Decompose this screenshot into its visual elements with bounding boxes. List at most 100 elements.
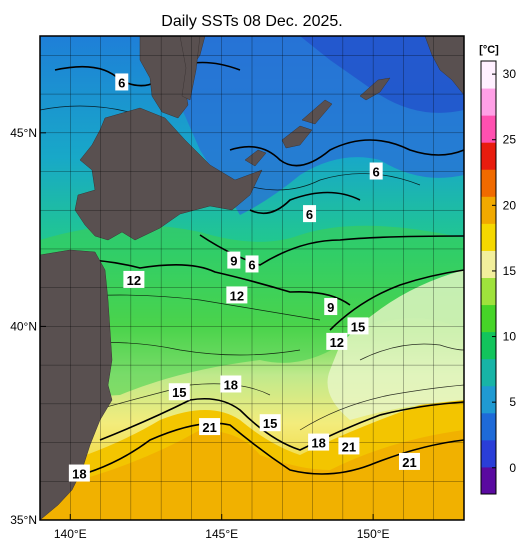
kamchatka-land <box>424 36 464 96</box>
colorbar-swatch <box>481 142 496 170</box>
contour-label-box <box>324 298 338 316</box>
contour-label-text: 6 <box>118 75 125 90</box>
colorbar-swatch <box>481 412 496 441</box>
contour-label-text: 18 <box>224 377 238 392</box>
colorbar-tick-label: 25 <box>503 133 517 147</box>
contour-label-text: 6 <box>306 207 313 222</box>
map-axis-ticks: 140°E 145°E 150°E 35°N 40°N 45°N <box>10 126 389 541</box>
contour-label-box <box>199 418 221 436</box>
lon-tick-label: 140°E <box>54 527 87 541</box>
contour-label: 15 <box>347 317 369 335</box>
graticule <box>40 36 464 520</box>
colorbar-swatch <box>481 385 496 414</box>
contour-label-box <box>259 414 281 432</box>
contour-label-text: 21 <box>342 439 356 454</box>
kuril-island-4 <box>359 77 391 101</box>
colorbar-swatch <box>481 61 496 89</box>
major-contours <box>40 61 464 481</box>
contour-label-text: 9 <box>327 300 334 315</box>
colorbar-tick-label: 5 <box>509 395 516 409</box>
contour-label-box <box>347 317 369 335</box>
colorbar-swatch <box>481 466 496 495</box>
kuril-island-1 <box>244 149 267 167</box>
colorbar-swatch <box>481 331 496 360</box>
colorbar-swatch <box>481 115 496 143</box>
colorbar-unit: [°C] <box>479 44 499 56</box>
map-frame <box>39 35 465 521</box>
contour-label: 18 <box>308 433 330 451</box>
contour-label-text: 12 <box>127 273 141 288</box>
contour-label-box <box>226 286 248 304</box>
honshu-land <box>40 249 113 520</box>
colorbar-tick-label: 0 <box>509 461 516 475</box>
contour-label-text: 18 <box>72 467 86 482</box>
contour-label-box <box>115 73 129 91</box>
contour-label-text: 18 <box>311 436 325 451</box>
contour-label-box <box>398 452 420 470</box>
kuril-island-2 <box>281 125 313 149</box>
contour-label-text: 6 <box>373 165 380 180</box>
contour-label: 12 <box>226 286 248 304</box>
lat-tick-label: 35°N <box>10 513 37 527</box>
contour-label: 21 <box>338 437 360 455</box>
colorbar-tick-label: 30 <box>503 67 517 81</box>
contour-label: 6 <box>303 205 317 223</box>
sakhalin-east-coast <box>179 36 201 101</box>
colorbar-swatch <box>481 304 496 333</box>
contour-label-text: 12 <box>330 335 344 350</box>
contour-label-box <box>123 270 145 288</box>
contour-label-text: 15 <box>172 385 186 400</box>
contour-label: 15 <box>168 383 190 401</box>
kuril-island-3 <box>301 99 333 125</box>
lon-tick-label: 150°E <box>357 527 390 541</box>
contour-label-box <box>68 464 90 482</box>
colorbar: [°C] 0 5 10 15 20 25 30 <box>479 44 516 495</box>
lat-tick-label: 45°N <box>10 126 37 140</box>
contour-label: 9 <box>227 251 241 269</box>
contour-label-box <box>338 437 360 455</box>
contour-label-text: 9 <box>230 254 237 269</box>
contour-label: 6 <box>369 162 383 180</box>
contour-label: 12 <box>326 332 348 350</box>
colorbar-tick-label: 15 <box>503 264 517 278</box>
contour-label-box <box>308 433 330 451</box>
contour-label-text: 15 <box>351 319 365 334</box>
contour-label-box <box>326 332 348 350</box>
warm-eddy-region <box>327 270 464 420</box>
map-title: Daily SSTs 08 Dec. 2025. <box>161 13 342 30</box>
contour-label-text: 15 <box>263 416 277 431</box>
colorbar-swatch <box>481 250 496 278</box>
contour-label: 15 <box>259 414 281 432</box>
colorbar-ticks: 0 5 10 15 20 25 30 <box>492 67 516 475</box>
contour-label: 18 <box>68 464 90 482</box>
colorbar-tick-label: 20 <box>503 198 517 212</box>
contour-label-box <box>369 162 383 180</box>
contour-label-box <box>220 375 242 393</box>
colorbar-swatch <box>481 169 496 197</box>
contour-label-box <box>168 383 190 401</box>
contour-label: 21 <box>199 418 221 436</box>
contour-label-box <box>245 255 259 273</box>
contour-label-box <box>227 251 241 269</box>
contour-label-text: 21 <box>202 420 216 435</box>
contour-label: 12 <box>123 270 145 288</box>
contour-label-text: 12 <box>230 288 244 303</box>
hokkaido-land <box>74 107 263 241</box>
contour-label: 21 <box>398 452 420 470</box>
colorbar-swatch <box>481 439 496 468</box>
land-masses <box>40 36 464 520</box>
colorbar-swatch <box>481 88 496 116</box>
colorbar-swatch <box>481 196 496 224</box>
contour-label: 18 <box>220 375 242 393</box>
contour-label-text: 6 <box>248 257 255 272</box>
contour-label: 9 <box>324 298 338 316</box>
colorbar-tick-label: 10 <box>503 330 517 344</box>
contour-label-text: 21 <box>402 455 416 470</box>
colorbar-swatch <box>481 223 496 251</box>
lon-tick-label: 145°E <box>205 527 238 541</box>
contour-label-box <box>303 205 317 223</box>
colorbar-swatch <box>481 358 496 387</box>
